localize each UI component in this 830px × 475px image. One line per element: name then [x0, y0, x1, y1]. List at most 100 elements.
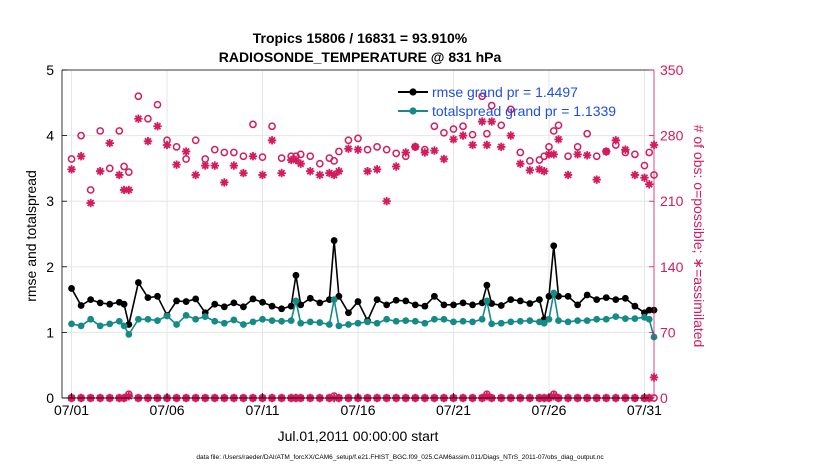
data-point [268, 317, 276, 324]
data-point [191, 170, 200, 180]
x-tick-label: 07/16 [340, 402, 375, 418]
data-point [201, 313, 209, 321]
data-point [593, 315, 601, 323]
data-point [68, 320, 75, 328]
data-point [468, 140, 477, 150]
data-point [525, 166, 535, 175]
data-point [535, 165, 544, 174]
data-point [449, 135, 458, 144]
data-point [563, 170, 573, 180]
data-point [230, 299, 238, 307]
y-tick-label: 2 [46, 259, 54, 275]
data-point [278, 305, 286, 313]
data-point [545, 142, 553, 151]
data-point [287, 317, 295, 324]
data-point [191, 136, 200, 145]
data-point [115, 170, 124, 180]
data-point [267, 136, 277, 145]
data-point [497, 319, 505, 327]
data-point [144, 315, 152, 323]
y2-tick-label: 70 [660, 324, 676, 340]
data-point [488, 320, 496, 328]
data-point [373, 319, 381, 327]
data-point [329, 170, 339, 180]
data-point [325, 168, 334, 178]
data-point [297, 301, 305, 309]
y-tick-label: 3 [46, 193, 54, 209]
data-point [77, 131, 85, 140]
data-point [640, 173, 649, 182]
data-point [487, 117, 496, 126]
data-point [401, 148, 410, 157]
data-point [516, 297, 524, 305]
data-point [67, 165, 76, 174]
data-point [220, 303, 228, 311]
data-point [325, 321, 333, 328]
data-point [482, 391, 492, 401]
data-point [120, 300, 128, 308]
data-point [345, 321, 352, 328]
data-point [68, 285, 75, 292]
data-point [144, 294, 152, 302]
data-point [555, 292, 562, 300]
data-point [153, 122, 162, 131]
data-point [621, 315, 629, 323]
data-point [468, 130, 477, 139]
data-point [421, 302, 429, 310]
data-point [478, 315, 486, 323]
data-point [182, 155, 190, 163]
data-point [95, 167, 105, 176]
data-point [612, 313, 620, 321]
data-point [240, 303, 247, 311]
data-point [315, 159, 324, 168]
data-point [482, 140, 492, 150]
x-tick-label: 07/11 [246, 402, 280, 418]
data-point [550, 289, 558, 297]
data-point [631, 302, 639, 310]
data-point [259, 298, 266, 306]
data-point [124, 391, 134, 401]
data-point [506, 105, 515, 114]
data-point [583, 317, 591, 324]
data-point [211, 300, 219, 308]
data-point [430, 315, 438, 323]
data-point [549, 391, 558, 401]
data-point [249, 318, 257, 326]
data-point [487, 101, 496, 110]
data-point [249, 295, 257, 303]
data-point [201, 155, 210, 163]
data-point [440, 315, 448, 323]
data-point [134, 279, 142, 286]
y2-tick-label: 350 [660, 62, 684, 78]
data-point [574, 317, 582, 324]
data-point [325, 296, 333, 303]
data-point [124, 185, 134, 195]
data-point [105, 138, 114, 148]
data-point [258, 170, 267, 180]
data-point [364, 318, 371, 326]
data-point [602, 147, 611, 156]
data-point [182, 311, 190, 319]
data-point [192, 295, 200, 303]
data-point [363, 167, 372, 176]
data-point [411, 301, 419, 309]
data-point [96, 127, 105, 135]
data-point [87, 296, 95, 303]
data-point [259, 315, 266, 323]
data-point [372, 165, 382, 174]
data-point [144, 114, 152, 123]
data-point [119, 185, 129, 195]
data-point [411, 142, 420, 152]
data-point [153, 100, 162, 109]
data-point [306, 167, 315, 176]
data-point [277, 154, 286, 162]
x-axis-label: Jul.01,2011 00:00:00 start [278, 428, 439, 444]
data-point [67, 155, 76, 163]
data-point [316, 299, 324, 307]
data-point [354, 319, 362, 327]
data-point [430, 146, 439, 155]
data-point [354, 134, 362, 143]
data-point [602, 315, 610, 323]
data-point [392, 296, 400, 304]
